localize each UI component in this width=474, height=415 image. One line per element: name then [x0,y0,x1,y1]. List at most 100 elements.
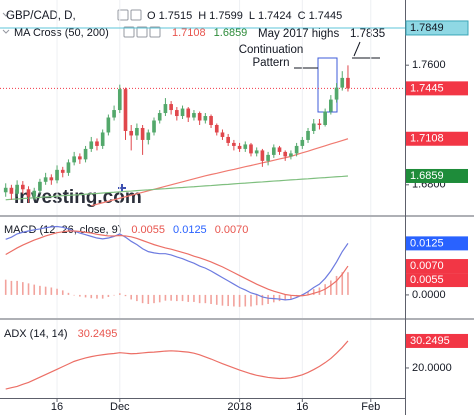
histogram-bar [44,286,47,295]
candle-body [60,169,65,173]
candle-body [329,99,333,112]
histogram-bar [193,294,195,302]
histogram-bar [101,294,104,299]
histogram-bar [22,282,24,295]
candle-body [197,113,202,121]
histogram-bar [158,294,161,303]
histogram-bar [244,294,247,307]
candle-body [311,123,316,131]
histogram-bar [204,294,207,304]
candle-body [346,77,350,89]
legend-key: H [198,10,206,22]
candle-body [117,89,122,111]
icon [136,26,148,38]
indicator-line [91,138,349,207]
legend-icons [2,9,161,38]
histogram-bar [73,294,75,296]
candle-body [175,110,179,117]
price-badge [406,273,468,288]
histogram-bar [261,294,264,306]
indicator-label: MA Cross (50, 200) [14,27,109,39]
candle-body [192,113,196,118]
histogram-bar [290,294,292,300]
histogram-bar [250,294,252,307]
candle-body [3,187,8,193]
candle-body [66,162,71,173]
legend-key: L [249,10,255,22]
candle-body [112,110,116,118]
price-badge-label: 1.7849 [410,22,444,34]
annotation: May 2017 highs [258,28,339,40]
candle-body [220,132,225,137]
price-badge-label: 1.7445 [410,82,444,94]
candle-body [169,104,173,111]
histogram-bar [170,294,172,301]
histogram-bar [267,294,269,304]
histogram-bar [181,294,184,302]
histogram-bar [27,283,30,295]
histogram-bar [141,294,144,304]
histogram-bar [335,275,338,295]
candle-body [95,141,99,146]
candle-body [26,189,31,197]
price-badge [406,168,468,183]
candle-body [260,150,265,161]
candle-body [55,169,59,181]
histogram-bar [198,294,201,304]
candle-body [15,184,19,194]
candle-body [209,116,213,125]
overlay-layer: 16 Dec 2018 16 Feb1.76001.68001.78491.74451.… [51,10,469,413]
histogram-bar [187,294,190,302]
indicator-line [5,225,349,301]
candle-body [249,144,253,154]
histogram-bar [153,294,155,304]
candle-body [20,184,25,190]
annotation: 1.7835 [350,28,385,40]
legend-value: 0.0070 [215,224,249,236]
price-badge [406,259,468,274]
histogram-bar [210,294,212,304]
marks-layer [3,65,350,390]
histogram-bar [130,294,132,300]
x-tick-label: 16 [51,401,63,413]
price-badge [405,20,469,36]
histogram-bar [330,280,332,295]
legend-key: O [147,10,156,22]
candle-body [152,120,156,133]
histogram-bar [147,294,150,304]
histogram-bar [16,280,18,295]
histogram-bar [4,279,7,295]
candle-body [334,87,339,100]
candle-body [38,181,42,191]
indicator-line [5,230,349,297]
price-badge-label: 1.6859 [410,170,444,182]
candle-body [49,177,54,181]
candle-body [254,150,259,154]
legend-value: 1.7445 [309,10,343,22]
price-badge-label: 0.0055 [410,274,444,286]
histogram-bar [227,294,229,307]
candle-body [180,108,185,117]
candle-body [203,116,208,121]
annotation-line [353,41,361,57]
y-tick-label: 20.0000 [412,362,452,374]
candle-body [214,124,219,133]
histogram-bar [176,294,178,302]
legend-value: 1.7424 [258,10,292,22]
histogram-bar [10,280,13,295]
histogram-bar [278,294,281,302]
histogram-bar [341,272,344,295]
histogram-bar [284,294,287,301]
candle-body [289,153,293,157]
candle-body [186,108,191,118]
histogram-bar [113,294,115,296]
indicator-label: ADX (14, 14) [4,328,68,340]
candle-body [78,156,82,160]
x-tick-label: Dec [110,401,130,413]
candle-body [43,177,48,182]
price-badge-label: 30.2495 [410,335,450,347]
x-tick-label: 16 [296,401,308,413]
candle-body [9,187,14,194]
